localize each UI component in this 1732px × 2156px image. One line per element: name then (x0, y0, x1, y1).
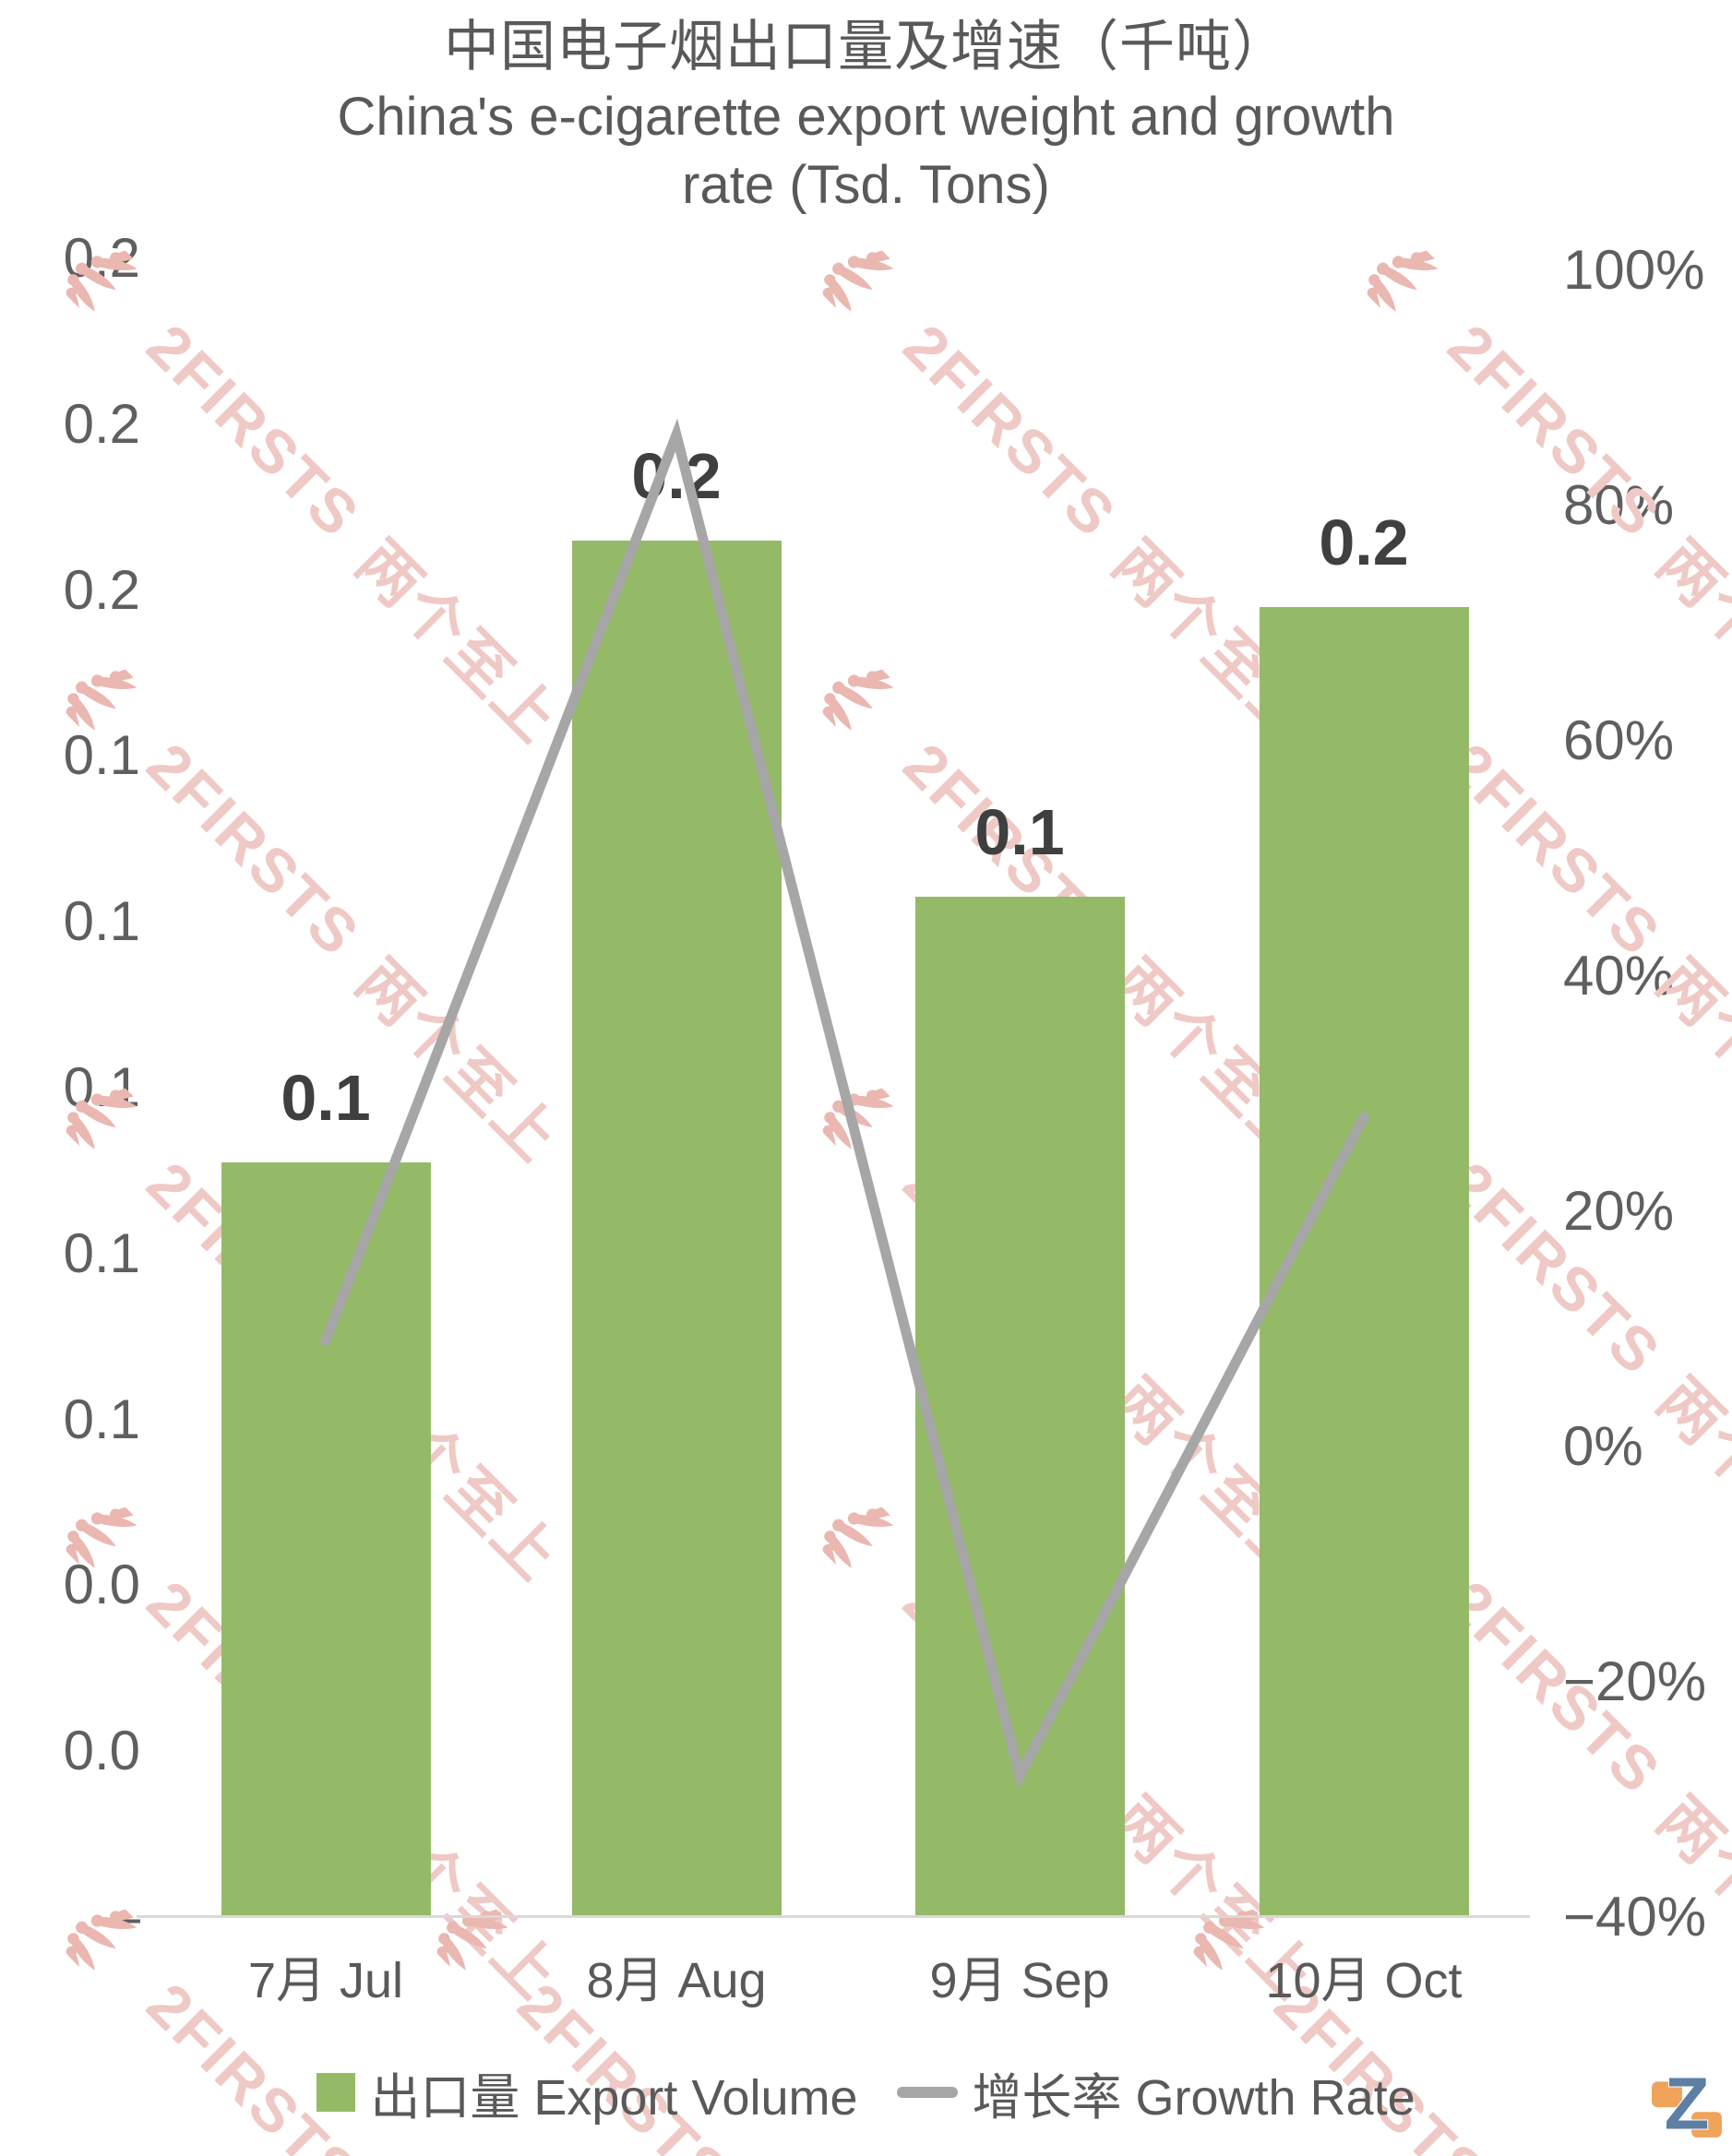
legend-label-export-volume: 出口量 Export Volume (370, 2069, 858, 2126)
svg-text:Z: Z (1665, 2067, 1710, 2140)
right-axis-tick: 100% (1563, 239, 1705, 301)
right-axis-tick: −20% (1563, 1650, 1707, 1712)
x-axis-line (137, 1915, 1530, 1918)
x-axis-label: 10月 Oct (1265, 1953, 1463, 2008)
left-axis-tick: 0.1 (63, 1388, 140, 1450)
chart-title: 中国电子烟出口量及增速（千吨） China's e-cigarette expo… (0, 11, 1732, 220)
left-axis-tick: 0.2 (63, 558, 140, 621)
left-axis-tick: 0.0 (63, 1720, 140, 1782)
left-axis-tick: 0.2 (63, 392, 140, 455)
chart-title-en-line1: China's e-cigarette export weight and gr… (337, 87, 1395, 147)
legend-line-swatch-growth-rate (896, 2087, 958, 2098)
right-axis-tick: −40% (1563, 1886, 1707, 1948)
x-axis-label: 7月 Jul (247, 1953, 404, 2008)
chart-title-en: China's e-cigarette export weight and gr… (0, 83, 1732, 220)
left-axis-tick: 0.1 (63, 890, 140, 953)
left-axis-tick: 0.1 (63, 1221, 140, 1284)
legend-label-growth-rate: 增长率 Growth Rate (972, 2069, 1415, 2126)
bar-value-label: 0.1 (281, 1061, 371, 1134)
bar (914, 897, 1125, 1917)
right-axis-tick: 40% (1563, 945, 1675, 1007)
bar-value-label: 0.2 (631, 439, 722, 512)
2firsts-logo-icon: Z (1652, 2067, 1722, 2140)
bar (571, 540, 782, 1917)
chart-title-en-line2: rate (Tsd. Tons) (682, 155, 1050, 215)
chart-title-zh: 中国电子烟出口量及增速（千吨） (444, 16, 1288, 77)
right-axis-tick: 20% (1563, 1180, 1675, 1242)
x-axis-label: 9月 Sep (929, 1953, 1110, 2008)
right-axis-tick: 60% (1563, 709, 1675, 771)
right-axis-tick: 0% (1563, 1415, 1643, 1477)
legend: 出口量 Export Volume 增长率 Growth Rate (0, 2055, 1732, 2129)
left-axis-tick: 0.1 (63, 724, 140, 787)
right-axis-tick: 80% (1563, 474, 1675, 536)
bar (221, 1161, 431, 1917)
x-axis-label: 8月 Aug (586, 1953, 767, 2008)
legend-swatch-export-volume (317, 2073, 356, 2112)
left-axis-tick: 0.0 (63, 1554, 140, 1616)
bar-value-label: 0.2 (1319, 506, 1409, 578)
bar-value-label: 0.1 (974, 796, 1065, 869)
bar (1259, 606, 1469, 1917)
